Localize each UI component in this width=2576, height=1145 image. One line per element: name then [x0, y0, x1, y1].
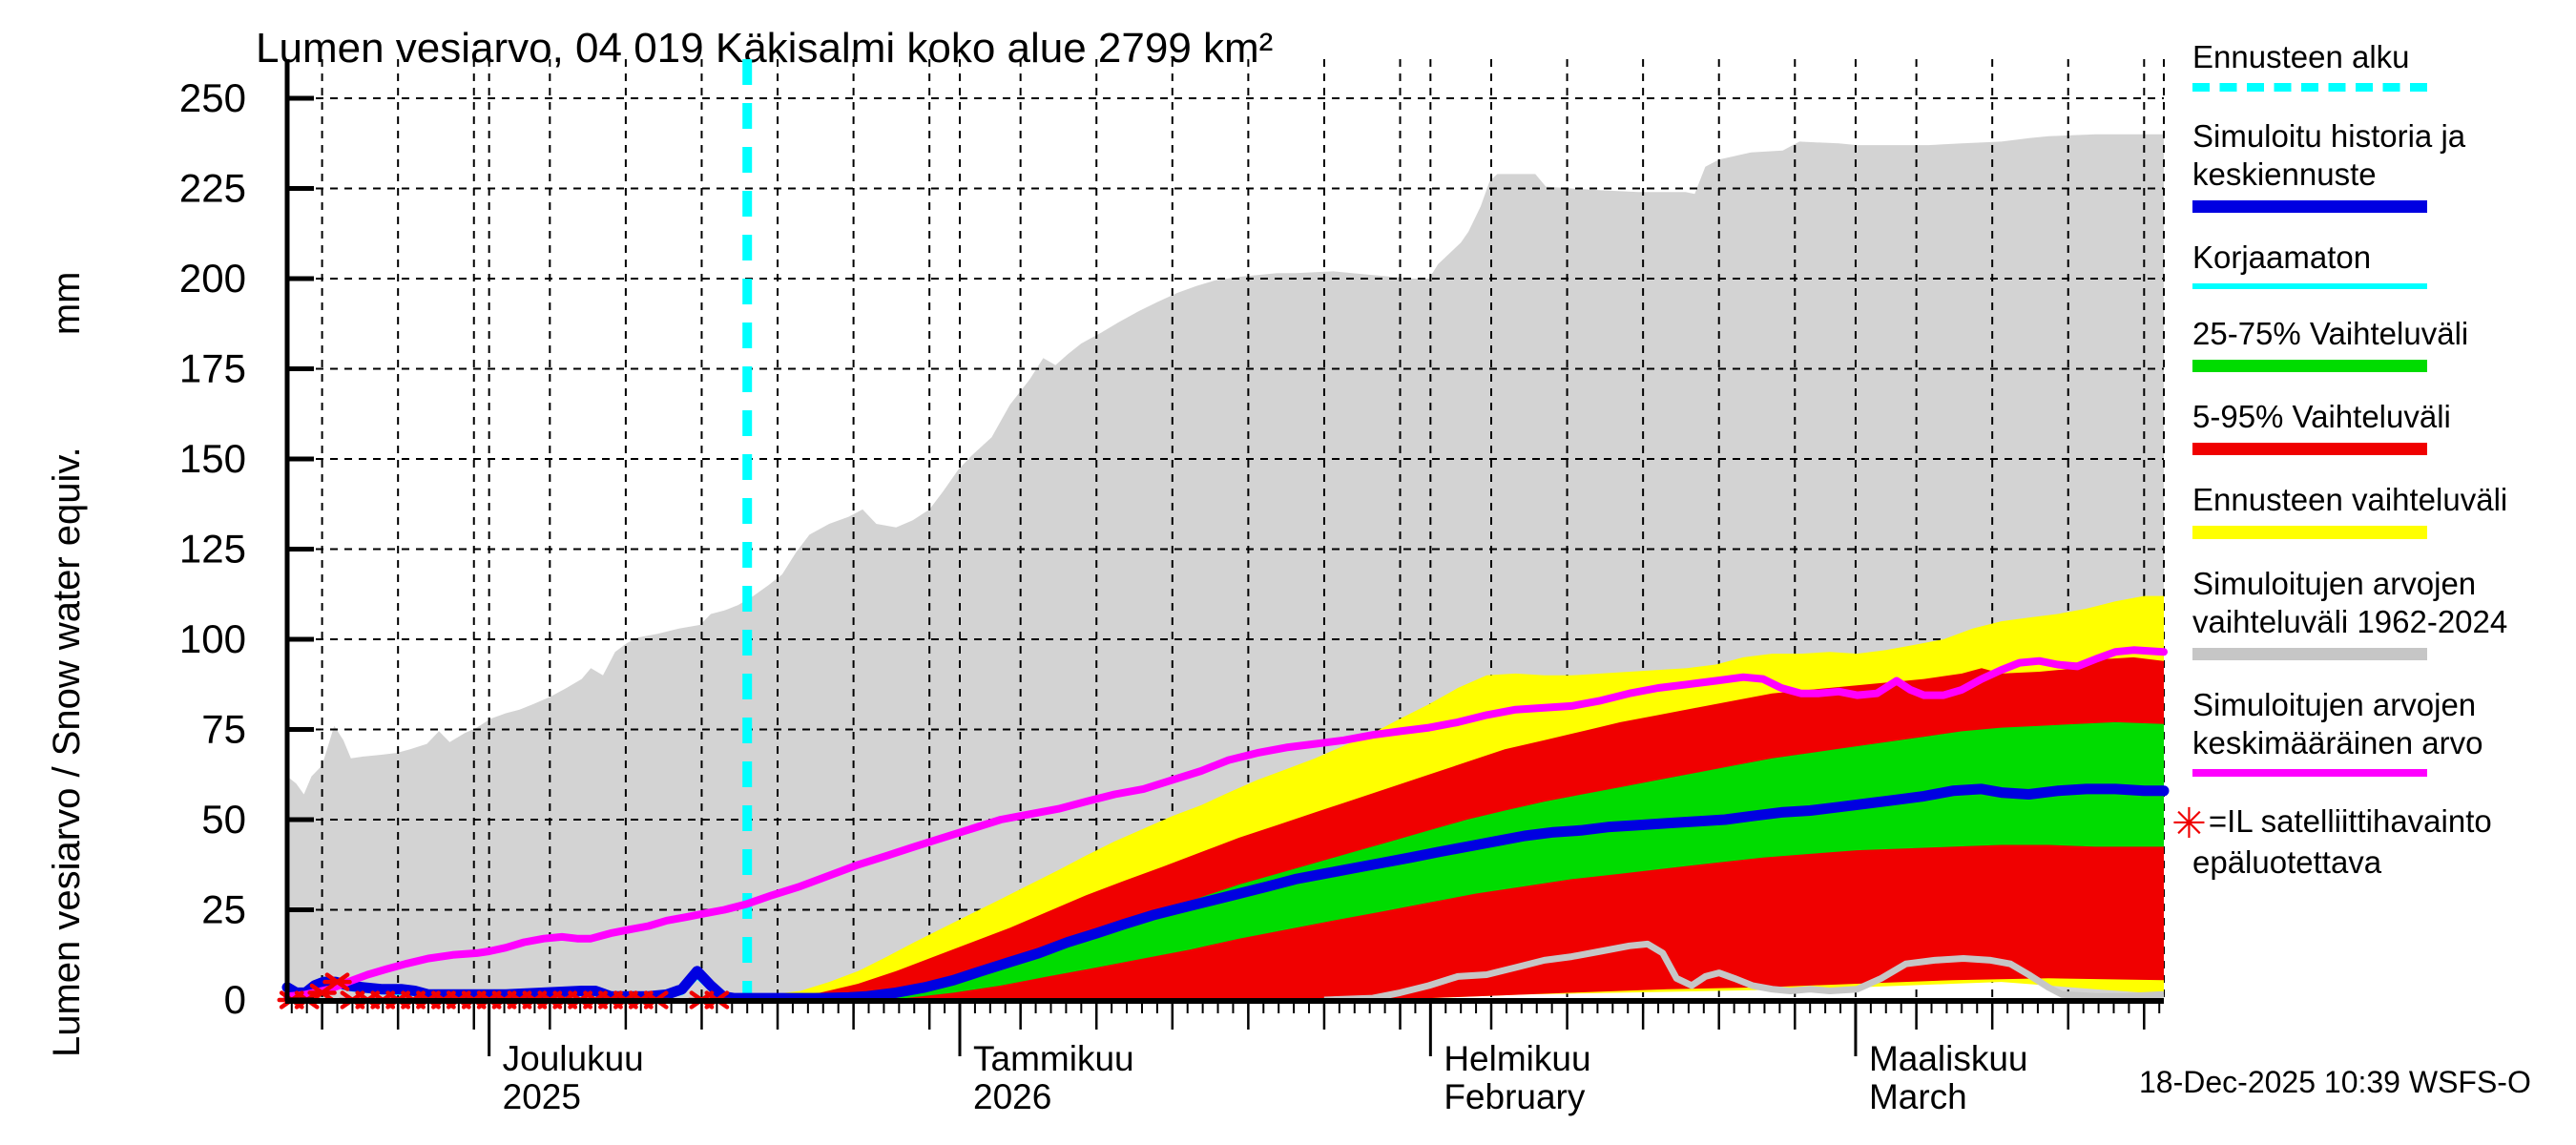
- line-simulated-mean: [283, 646, 2168, 1001]
- legend-sample-line: [2192, 769, 2427, 777]
- legend-label: Simuloitu historia ja keskiennuste: [2192, 118, 2466, 192]
- svg-text:Helmikuu: Helmikuu: [1444, 1039, 1590, 1078]
- svg-text:100: 100: [179, 616, 246, 661]
- svg-text:Maaliskuu: Maaliskuu: [1869, 1039, 2028, 1078]
- legend-item-0: Ennusteen alku: [2192, 38, 2574, 92]
- svg-text:125: 125: [179, 527, 246, 572]
- svg-text:March: March: [1869, 1077, 1967, 1116]
- legend-label: Ennusteen vaihteluväli: [2192, 482, 2508, 517]
- svg-text:Tammikuu: Tammikuu: [973, 1039, 1134, 1078]
- legend-item-2: Korjaamaton: [2192, 239, 2574, 289]
- legend-sample-line: [2192, 83, 2427, 92]
- legend-label: 5-95% Vaihteluväli: [2192, 399, 2451, 434]
- svg-text:200: 200: [179, 256, 246, 301]
- svg-text:50: 50: [201, 797, 246, 842]
- legend-label: ✳=IL satelliittihavainto epäluotettava: [2171, 801, 2492, 881]
- svg-text:0: 0: [224, 977, 246, 1022]
- legend-item-4: 5-95% Vaihteluväli: [2192, 398, 2574, 455]
- band-range-25-75: [858, 721, 2164, 1000]
- legend-sample-line: [2192, 360, 2427, 372]
- legend-sample-line: [2192, 648, 2427, 660]
- svg-text:75: 75: [201, 707, 246, 752]
- legend-label: Simuloitujen arvojen vaihteluväli 1962-20…: [2192, 566, 2508, 639]
- legend-label: 25-75% Vaihteluväli: [2192, 316, 2469, 351]
- svg-text:225: 225: [179, 166, 246, 211]
- legend-sample-line: [2192, 200, 2427, 213]
- chart-title: Lumen vesiarvo, 04 019 Käkisalmi koko al…: [256, 25, 1274, 72]
- svg-text:250: 250: [179, 75, 246, 120]
- legend-sample-line: [2192, 283, 2427, 289]
- legend-label: Korjaamaton: [2192, 239, 2372, 275]
- svg-text:2025: 2025: [503, 1077, 581, 1116]
- run-timestamp: 18-Dec-2025 10:39 WSFS-O: [2139, 1065, 2531, 1099]
- svg-text:25: 25: [201, 887, 246, 932]
- svg-text:150: 150: [179, 436, 246, 481]
- satellite-asterisk-icon: ✳: [2171, 801, 2207, 847]
- legend-item-3: 25-75% Vaihteluväli: [2192, 315, 2574, 372]
- legend: Ennusteen alku Simuloitu historia ja keski…: [2171, 38, 2574, 907]
- svg-text:Joulukuu: Joulukuu: [503, 1039, 644, 1078]
- legend-item-8: ✳=IL satelliittihavainto epäluotettava: [2171, 801, 2574, 882]
- legend-item-6: Simuloitujen arvojen vaihteluväli 1962-20…: [2192, 565, 2574, 660]
- svg-text:February: February: [1444, 1077, 1586, 1116]
- legend-item-1: Simuloitu historia ja keskiennuste: [2192, 117, 2574, 213]
- axes: [284, 59, 2164, 1056]
- forecast-band-fills: [745, 595, 2164, 1000]
- legend-label: Simuloitujen arvojen keskimääräinen arvo: [2192, 687, 2483, 760]
- svg-text:175: 175: [179, 346, 246, 391]
- legend-item-5: Ennusteen vaihteluväli: [2192, 481, 2574, 539]
- y-tick-labels: 0 25 50 75 100 125 150 175 200 225 250: [179, 75, 246, 1022]
- legend-label: Ennusteen alku: [2192, 39, 2410, 74]
- legend-item-7: Simuloitujen arvojen keskimääräinen arvo: [2192, 686, 2574, 777]
- gray-band-bottom-edge: [1323, 940, 2165, 1004]
- legend-sample-line: [2192, 443, 2427, 455]
- svg-text:2026: 2026: [973, 1077, 1051, 1116]
- legend-sample-line: [2192, 526, 2427, 539]
